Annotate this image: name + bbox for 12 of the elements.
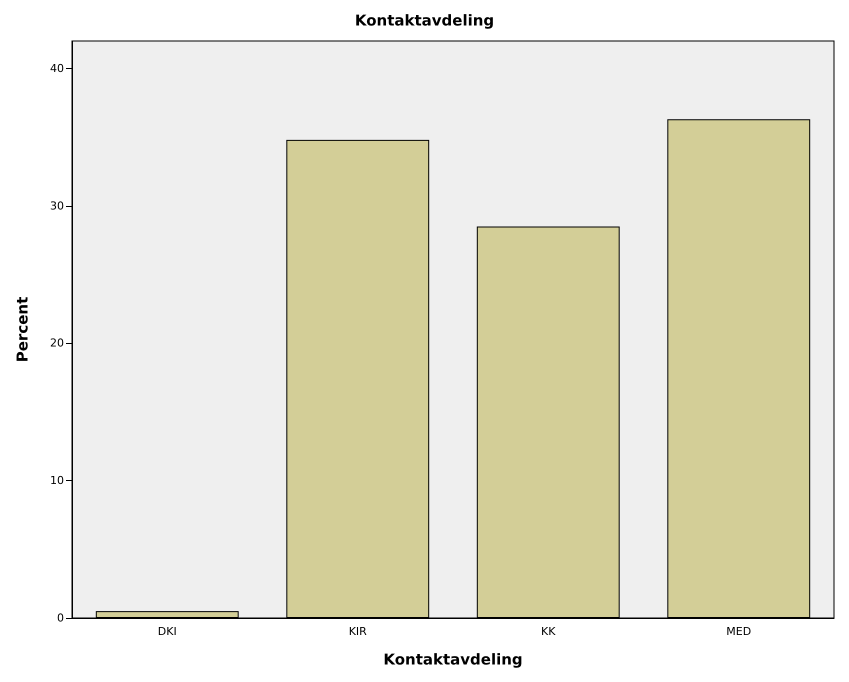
chart-title: Kontaktavdeling [354,12,494,30]
y-tick-label: 10 [50,474,64,488]
x-axis-title: Kontaktavdeling [383,650,523,668]
x-tick-label: KK [541,625,556,638]
x-tick-label: MED [726,625,752,638]
y-tick-label: 0 [57,612,64,624]
y-tick-label: 30 [50,199,64,212]
x-tick-label: DKI [158,625,177,638]
y-tick-label: 20 [50,336,64,350]
y-tick-label: 40 [50,62,64,75]
x-tick-label: KIR [348,625,368,638]
y-axis-title: Percent [14,296,32,362]
